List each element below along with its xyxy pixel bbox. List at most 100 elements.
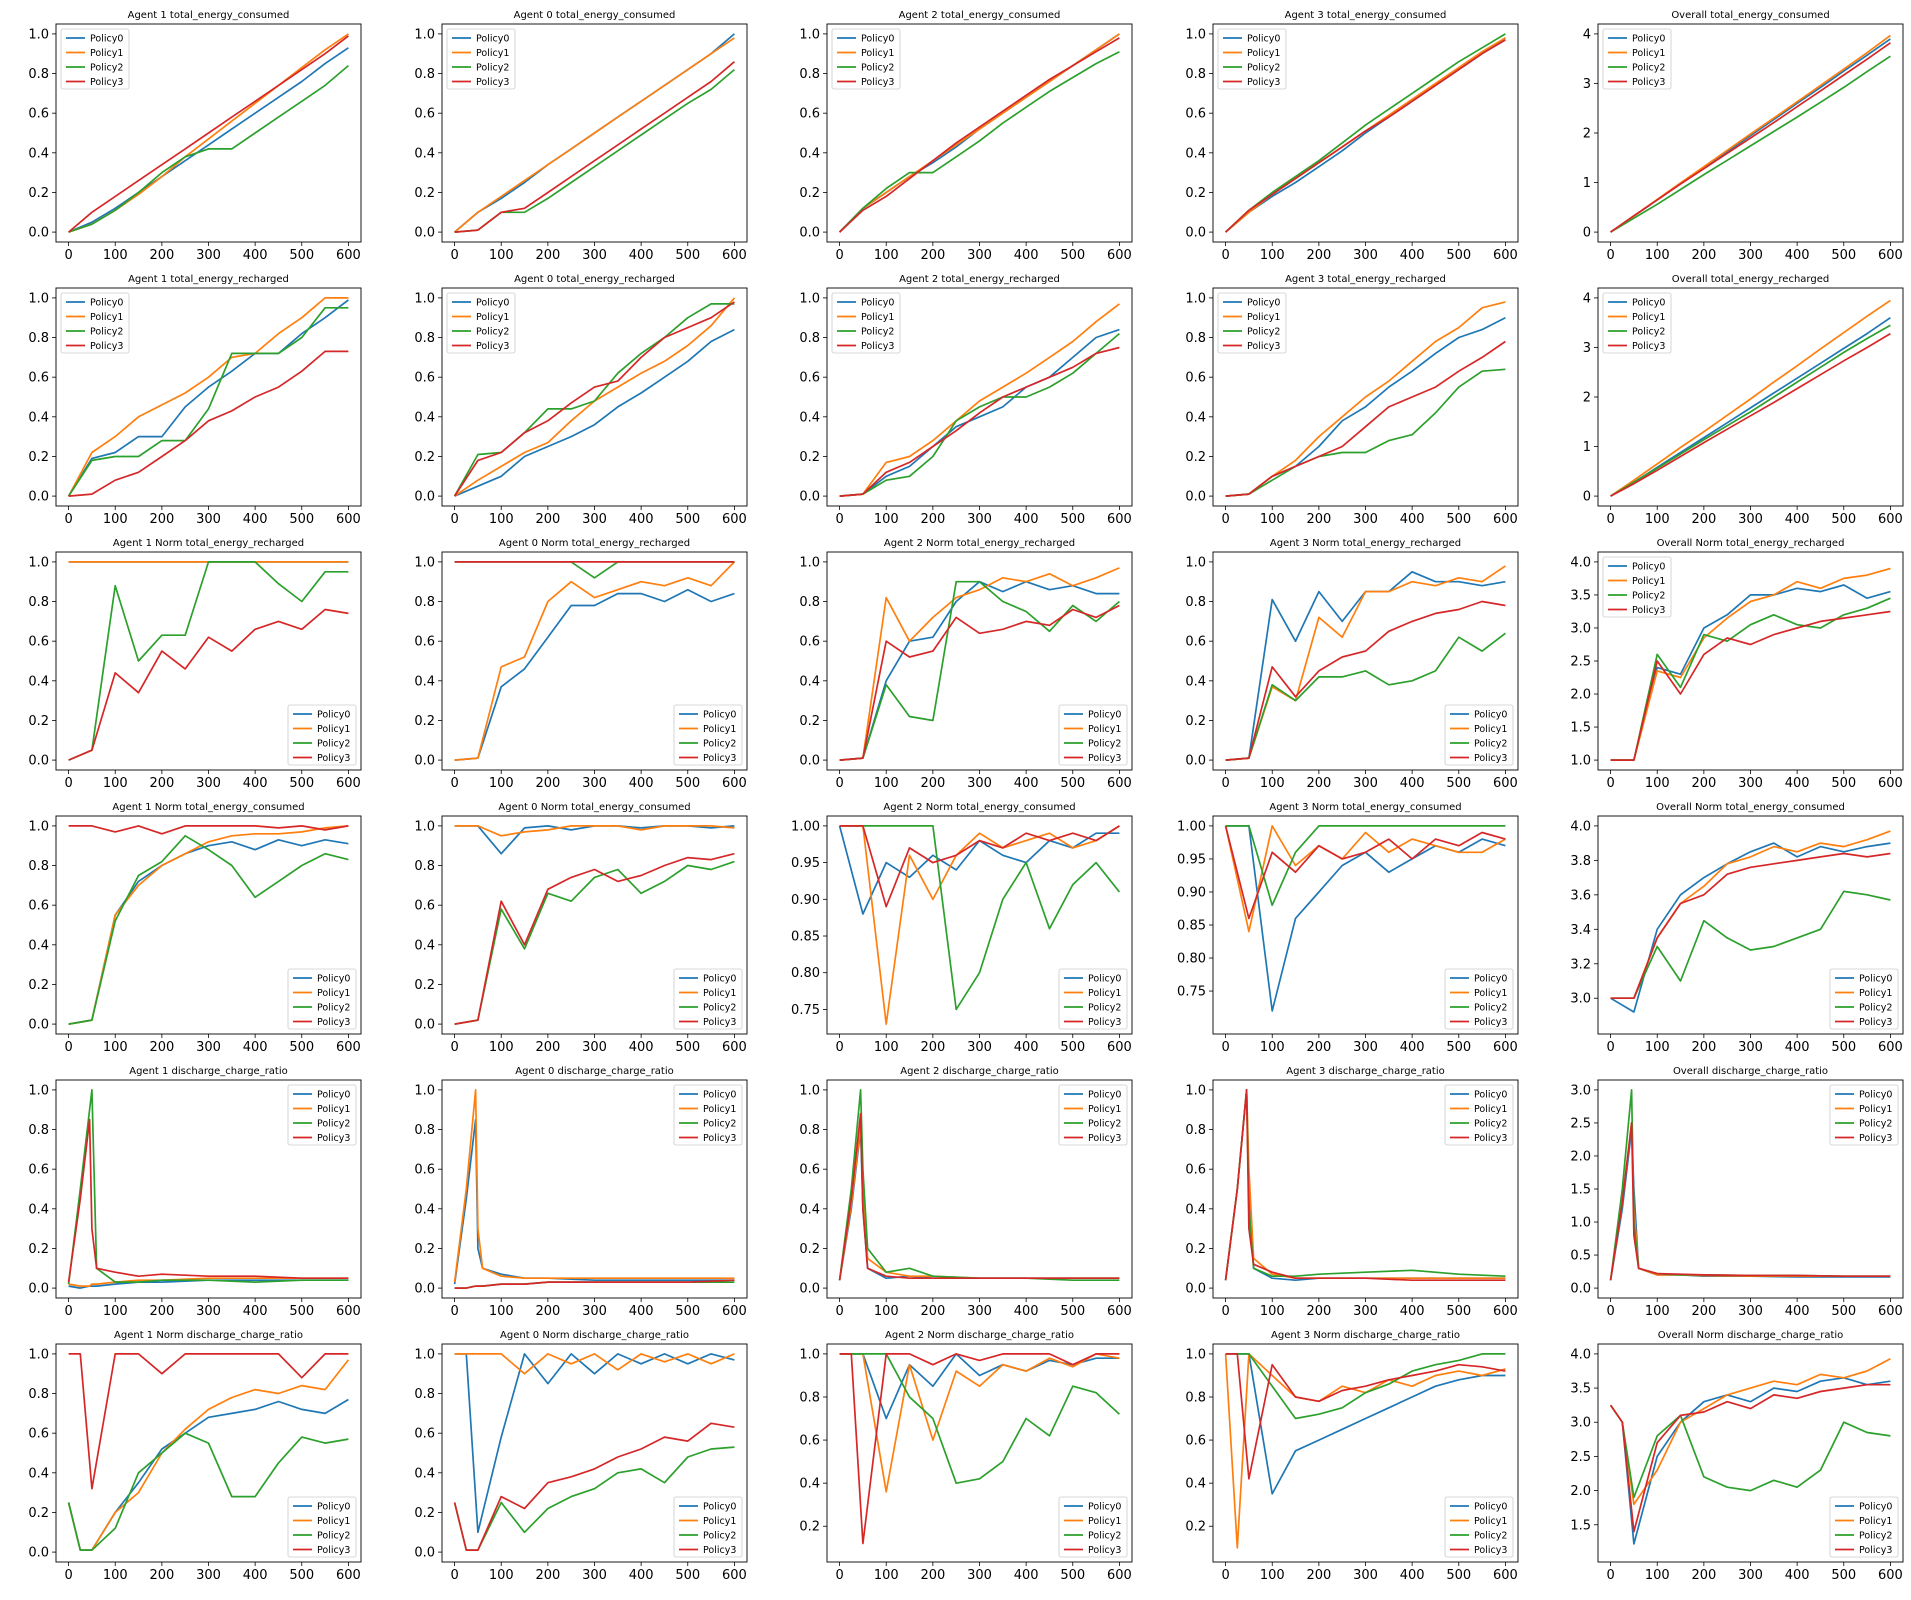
y-tick-label: 0.6 bbox=[1185, 371, 1206, 386]
x-tick-label: 300 bbox=[582, 1568, 607, 1583]
x-tick-label: 0 bbox=[1606, 1568, 1614, 1583]
legend-label: Policy1 bbox=[1632, 312, 1665, 323]
x-tick-label: 400 bbox=[1014, 1040, 1039, 1055]
legend-label: Policy0 bbox=[1632, 34, 1665, 45]
y-tick-label: 0.5 bbox=[1570, 1249, 1591, 1264]
x-tick-label: 500 bbox=[1831, 1040, 1856, 1055]
y-tick-label: 2.0 bbox=[1570, 1484, 1591, 1499]
legend-label: Policy3 bbox=[317, 753, 350, 764]
legend-box bbox=[287, 1496, 357, 1558]
legend-label: Policy1 bbox=[861, 48, 894, 59]
x-tick-label: 0 bbox=[450, 776, 458, 791]
y-tick-label: 1.0 bbox=[1185, 555, 1206, 570]
chart-title: Overall total_energy_recharged bbox=[1672, 274, 1829, 285]
y-tick-label: 0.2 bbox=[1185, 1520, 1206, 1535]
y-tick-label: 0.6 bbox=[1185, 1434, 1206, 1449]
y-tick-label: 0.8 bbox=[1185, 67, 1206, 82]
x-tick-label: 500 bbox=[1831, 248, 1856, 263]
y-tick-label: 0.0 bbox=[28, 1546, 49, 1561]
legend-label: Policy2 bbox=[317, 739, 350, 750]
y-tick-label: 0.6 bbox=[1185, 107, 1206, 122]
legend-label: Policy3 bbox=[1247, 77, 1280, 88]
x-tick-label: 600 bbox=[1493, 1568, 1518, 1583]
x-tick-label: 600 bbox=[722, 248, 747, 263]
legend-label: Policy0 bbox=[476, 298, 509, 309]
y-tick-label: 0.8 bbox=[28, 595, 49, 610]
series-line-policy1 bbox=[454, 561, 736, 761]
x-tick-label: 300 bbox=[967, 512, 992, 527]
chart-title: Agent 2 Norm total_energy_consumed bbox=[883, 802, 1075, 813]
series-line-policy2 bbox=[1610, 597, 1891, 761]
series-line-policy0 bbox=[839, 328, 1120, 497]
legend-label: Policy0 bbox=[703, 974, 736, 985]
legend-box bbox=[1444, 1496, 1514, 1558]
y-tick-label: 0.4 bbox=[414, 146, 435, 161]
legend-label: Policy1 bbox=[703, 988, 736, 999]
y-tick-label: 1.0 bbox=[414, 1347, 435, 1362]
x-tick-label: 100 bbox=[489, 248, 514, 263]
x-tick-label: 600 bbox=[336, 512, 361, 527]
x-tick-label: 200 bbox=[920, 1040, 945, 1055]
series-line-policy3 bbox=[839, 37, 1120, 233]
legend-label: Policy1 bbox=[703, 724, 736, 735]
series-line-policy1 bbox=[68, 1277, 349, 1287]
legend-box bbox=[60, 28, 130, 90]
legend-label: Policy3 bbox=[703, 1545, 736, 1556]
x-tick-label: 400 bbox=[629, 512, 654, 527]
y-tick-label: 1.0 bbox=[28, 27, 49, 42]
legend-label: Policy1 bbox=[1088, 1104, 1121, 1115]
x-tick-label: 100 bbox=[489, 1040, 514, 1055]
chart-title: Agent 0 total_energy_consumed bbox=[514, 10, 676, 21]
legend-box bbox=[1444, 704, 1514, 766]
y-tick-label: 0.6 bbox=[414, 899, 435, 914]
y-tick-label: 1.0 bbox=[414, 291, 435, 306]
legend: Policy0 Policy1 Policy2 Policy3 bbox=[1602, 292, 1672, 354]
x-tick-label: 200 bbox=[535, 1040, 560, 1055]
legend-label: Policy0 bbox=[90, 298, 123, 309]
series-line-policy3 bbox=[1225, 340, 1506, 497]
series-line-policy3 bbox=[839, 604, 1120, 761]
legend-box bbox=[831, 292, 901, 354]
legend: Policy0 Policy1 Policy2 Policy3 bbox=[1444, 968, 1514, 1030]
x-tick-label: 600 bbox=[1493, 1040, 1518, 1055]
y-tick-label: 1.0 bbox=[1570, 1216, 1591, 1231]
x-tick-label: 0 bbox=[1606, 512, 1614, 527]
y-tick-label: 0.4 bbox=[414, 674, 435, 689]
y-tick-label: 0.4 bbox=[414, 410, 435, 425]
chart-title: Agent 2 Norm discharge_charge_ratio bbox=[885, 1330, 1074, 1341]
y-tick-label: 0.4 bbox=[28, 1202, 49, 1217]
x-tick-label: 200 bbox=[1306, 248, 1331, 263]
y-tick-label: 0.0 bbox=[799, 490, 820, 505]
legend: Policy0 Policy1 Policy2 Policy3 bbox=[1444, 1496, 1514, 1558]
x-tick-label: 600 bbox=[722, 776, 747, 791]
y-tick-label: 0.75 bbox=[1177, 985, 1206, 1000]
legend-label: Policy2 bbox=[317, 1531, 350, 1542]
legend-label: Policy2 bbox=[1859, 1119, 1892, 1130]
y-tick-label: 0.8 bbox=[28, 67, 49, 82]
x-tick-label: 600 bbox=[1878, 1568, 1903, 1583]
legend-box bbox=[673, 968, 743, 1030]
series-line-policy3 bbox=[67, 1118, 349, 1283]
x-tick-label: 400 bbox=[243, 1568, 268, 1583]
legend: Policy0 Policy1 Policy2 Policy3 bbox=[446, 28, 516, 90]
y-tick-label: 1.00 bbox=[1177, 819, 1206, 834]
legend: Policy0 Policy1 Policy2 Policy3 bbox=[1058, 1084, 1128, 1146]
chart-title: Agent 0 Norm discharge_charge_ratio bbox=[500, 1330, 689, 1341]
x-tick-label: 100 bbox=[874, 1304, 899, 1319]
legend-label: Policy2 bbox=[1859, 1003, 1892, 1014]
y-tick-label: 0.0 bbox=[414, 226, 435, 241]
y-tick-label: 0.8 bbox=[28, 859, 49, 874]
y-tick-label: 0.8 bbox=[414, 859, 435, 874]
x-tick-label: 300 bbox=[196, 512, 221, 527]
legend-label: Policy1 bbox=[1474, 988, 1507, 999]
legend-label: Policy0 bbox=[317, 1090, 350, 1101]
x-tick-label: 200 bbox=[1306, 1304, 1331, 1319]
x-tick-label: 400 bbox=[243, 1040, 268, 1055]
